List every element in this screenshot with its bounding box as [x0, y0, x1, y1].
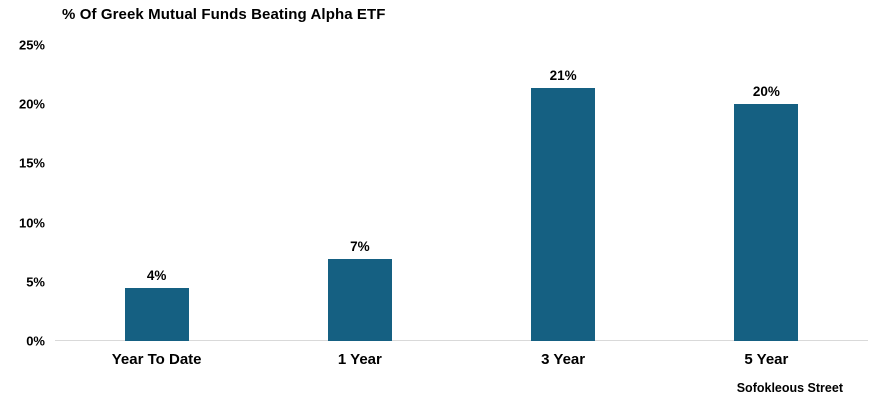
bar [327, 259, 392, 341]
bar-value-label: 21% [549, 67, 577, 83]
x-axis-label: Year To Date [111, 351, 202, 368]
y-tick-label: 20% [18, 96, 45, 112]
bar [734, 104, 799, 341]
chart-title: % Of Greek Mutual Funds Beating Alpha ET… [62, 6, 386, 23]
x-axis: Year To Date 1 Year 3 Year 5 Year [55, 349, 868, 373]
bar [124, 287, 189, 341]
y-tick-label: 5% [26, 274, 45, 290]
y-tick-label: 10% [18, 215, 45, 231]
source-label: Sofokleous Street [736, 381, 843, 395]
x-axis-label: 5 Year [744, 351, 789, 368]
y-tick-label: 25% [18, 37, 45, 53]
y-tick-label: 15% [18, 155, 45, 171]
plot-area: 4% 7% 21% 20% [55, 45, 868, 341]
y-tick-label: 0% [26, 333, 45, 349]
x-axis-line [55, 340, 868, 341]
x-axis-label: 3 Year [541, 351, 586, 368]
bar-value-label: 4% [146, 267, 167, 283]
bar-value-label: 7% [350, 239, 370, 255]
bar [531, 87, 596, 341]
y-axis: 0% 5% 10% 15% 20% 25% [0, 38, 45, 349]
x-axis-label: 1 Year [337, 351, 382, 368]
bar-value-label: 20% [752, 84, 780, 100]
